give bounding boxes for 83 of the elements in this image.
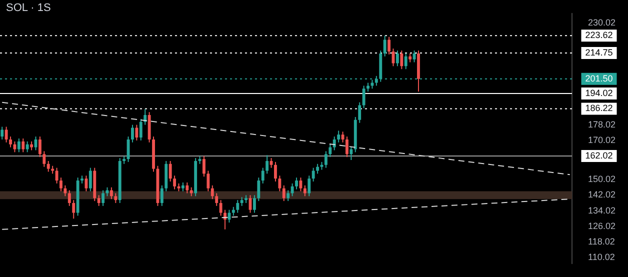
candlestick (286, 190, 290, 202)
candlestick (160, 184, 164, 206)
candlestick (46, 160, 50, 172)
candlestick (72, 200, 76, 220)
candlestick (4, 126, 8, 143)
candlestick (13, 140, 16, 153)
candlestick (274, 161, 277, 182)
candlestick (102, 190, 105, 206)
candlestick (84, 175, 88, 192)
y-tick-label: 230.02 (588, 18, 616, 28)
candlestick (60, 177, 62, 192)
candlestick (383, 35, 386, 57)
y-tick-label: 110.02 (588, 252, 615, 262)
candlestick (270, 158, 273, 168)
candlestick (236, 200, 240, 214)
candlestick (97, 194, 100, 206)
candlestick (210, 184, 214, 200)
candlestick (299, 177, 302, 192)
candlestick (257, 177, 260, 202)
candlestick (22, 138, 25, 153)
candlestick (303, 184, 306, 197)
candlestick (139, 118, 142, 141)
ref-line-label: 214.75 (585, 47, 613, 58)
candlestick (26, 140, 29, 153)
candlestick (186, 182, 189, 194)
candlestick (215, 192, 218, 206)
candlestick (358, 102, 362, 124)
candlestick (400, 50, 404, 70)
candlestick (68, 190, 71, 206)
candlestick (261, 167, 264, 184)
candlestick (131, 124, 134, 143)
candlestick (0, 126, 4, 140)
candlestick (312, 167, 315, 182)
candlestick (404, 52, 408, 70)
candlestick (290, 182, 294, 197)
ref-line-label: 194.02 (585, 88, 613, 98)
y-tick-label: 126.02 (588, 220, 616, 231)
candlestick (42, 150, 46, 168)
ref-line-label: 186.22 (585, 103, 613, 114)
candlestick (228, 209, 231, 224)
candlestick (332, 136, 336, 151)
chart-title: SOL · 1S (6, 2, 51, 14)
y-tick-label: 178.02 (588, 119, 616, 130)
candlestick (337, 130, 340, 143)
candlestick (173, 175, 176, 190)
candlestick (328, 144, 332, 158)
candlestick (282, 184, 286, 202)
candlestick (110, 186, 113, 200)
candlestick (362, 85, 366, 109)
candlestick (388, 36, 391, 55)
y-tick-label: 150.02 (588, 174, 616, 184)
y-tick-label: 118.02 (588, 236, 615, 247)
candlestick (266, 154, 269, 174)
candlestick (135, 124, 138, 141)
candlestick (396, 50, 399, 67)
candlestick (324, 150, 328, 168)
ref-line-label: 201.50 (585, 73, 613, 84)
ref-line-label: 162.02 (585, 150, 613, 161)
candlestick (350, 146, 353, 160)
y-tick-label: 142.02 (588, 190, 616, 200)
candlestick (341, 131, 344, 143)
y-tick-label: 134.02 (588, 205, 616, 216)
candlestick (202, 156, 206, 178)
ref-line-label: 223.62 (585, 30, 613, 40)
candlestick (206, 170, 210, 192)
candlestick (295, 177, 298, 190)
candlestick (17, 138, 20, 153)
candlestick (412, 50, 416, 63)
candlestick (38, 136, 42, 158)
candlestick (114, 192, 118, 204)
candlestick (88, 167, 92, 192)
candlestick (278, 175, 282, 192)
candlestick (252, 194, 256, 214)
candlestick (64, 184, 67, 197)
candlestick (55, 167, 58, 184)
y-tick-label: 170.02 (588, 134, 616, 145)
candlestick (9, 136, 12, 148)
candlestick (346, 136, 348, 158)
candlestick (219, 200, 222, 216)
candlestick (316, 163, 320, 174)
candlestick (308, 175, 311, 197)
candlestick (126, 136, 130, 162)
candlestick (168, 160, 172, 182)
